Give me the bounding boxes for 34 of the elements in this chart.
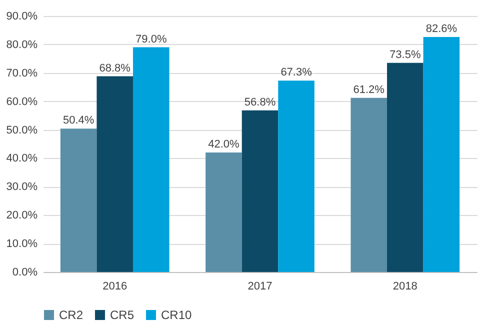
data-label: 79.0% bbox=[136, 33, 167, 46]
y-tick-label: 90.0% bbox=[6, 10, 38, 22]
legend-label: CR10 bbox=[161, 308, 192, 322]
bar bbox=[350, 98, 388, 272]
y-tick-label: 80.0% bbox=[6, 38, 38, 51]
bar bbox=[96, 76, 133, 272]
bar bbox=[132, 47, 170, 272]
x-tick-label: 2018 bbox=[392, 280, 418, 292]
y-tick-label: 70.0% bbox=[6, 67, 38, 80]
data-label: 68.8% bbox=[99, 62, 131, 74]
x-tick-label: 2016 bbox=[102, 280, 128, 292]
bar bbox=[206, 152, 242, 272]
bar bbox=[423, 37, 460, 272]
y-tick-label: 40.0% bbox=[6, 152, 38, 165]
y-tick-label: 10.0% bbox=[6, 238, 38, 250]
legend-label: CR2 bbox=[59, 308, 84, 322]
legend-label: CR5 bbox=[110, 308, 134, 322]
y-tick-label: 50.0% bbox=[6, 124, 38, 136]
bar bbox=[242, 110, 278, 272]
data-label: 82.6% bbox=[426, 23, 458, 36]
data-label: 67.3% bbox=[280, 66, 312, 79]
y-tick-label: 0.0% bbox=[12, 266, 38, 278]
x-tick-label: 2017 bbox=[248, 280, 272, 292]
data-label: 56.8% bbox=[244, 96, 276, 108]
y-tick-label: 30.0% bbox=[6, 181, 38, 194]
bar bbox=[60, 128, 97, 272]
data-label: 50.4% bbox=[62, 114, 94, 127]
bar bbox=[387, 62, 424, 272]
bar bbox=[278, 80, 314, 272]
data-label: 73.5% bbox=[390, 48, 421, 61]
y-tick-label: 60.0% bbox=[6, 96, 38, 108]
data-label: 42.0% bbox=[208, 138, 240, 151]
data-label: 61.2% bbox=[353, 84, 385, 96]
y-tick-label: 20.0% bbox=[6, 210, 38, 222]
